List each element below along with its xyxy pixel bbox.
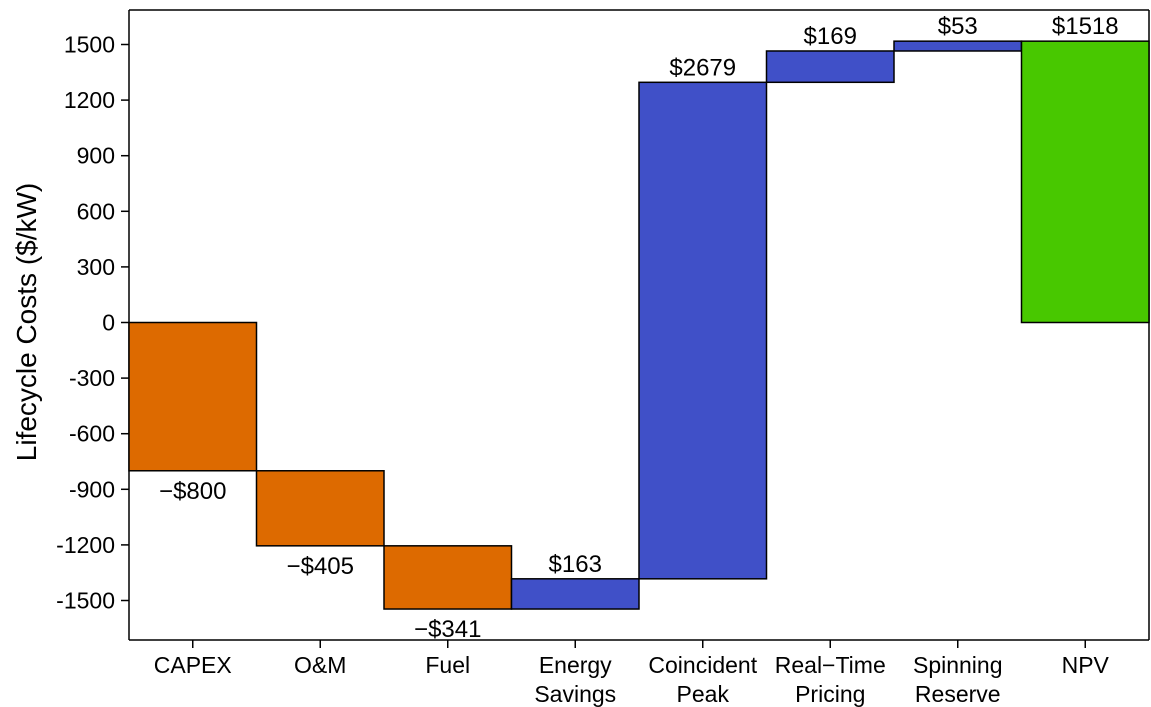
y-tick-label: -600 [69, 421, 115, 447]
bar-4 [638, 81, 768, 580]
y-tick-label: -1500 [56, 588, 115, 614]
y-tick-label: -300 [69, 365, 115, 391]
data-label: −$341 [414, 616, 481, 643]
bar-5 [765, 50, 895, 84]
y-tick-label: 1500 [64, 32, 115, 58]
y-tick-label: 1200 [64, 87, 115, 113]
y-tick-label: 600 [77, 198, 115, 224]
x-category-label: Fuel [425, 652, 470, 678]
data-labels-group: −$800 −$405 −$341 $163 $2679 $169 $53 $1518 [159, 13, 1119, 643]
y-axis-title: Lifecycle Costs ($/kW) [11, 183, 42, 462]
x-category-label: Real−Time [775, 652, 886, 678]
data-label: $53 [938, 13, 978, 40]
y-tick-label: 0 [102, 310, 115, 336]
data-label: $169 [804, 23, 857, 50]
data-label: $1518 [1052, 13, 1119, 40]
x-category-label: Peak [677, 681, 730, 707]
y-tick-label: 300 [77, 254, 115, 280]
y-tick-label: -900 [69, 476, 115, 502]
bar-2 [383, 545, 513, 610]
x-category-label: Pricing [795, 681, 865, 707]
bar-6 [893, 40, 1023, 52]
x-categories-group: CAPEX O&M Fuel Energy Savings Coincident Peak R… [154, 640, 1110, 707]
x-category-label: Spinning [913, 652, 1003, 678]
data-label: $163 [549, 551, 602, 578]
x-category-label: Coincident [648, 652, 757, 678]
x-category-label: Reserve [915, 681, 1001, 707]
bar-1 [255, 470, 385, 547]
bar-0 [128, 321, 258, 472]
y-ticks-group: 1500 1200 900 600 300 0 -300 -600 -900 -1200 -1500 [56, 32, 129, 614]
y-tick-label: -1200 [56, 532, 115, 558]
x-category-label: Savings [534, 681, 616, 707]
x-category-label: NPV [1062, 652, 1110, 678]
bar-3 [510, 578, 640, 610]
bars-group [128, 40, 1150, 610]
data-label: −$800 [159, 478, 226, 505]
data-label: $2679 [669, 54, 736, 81]
x-category-label: Energy [539, 652, 612, 678]
y-tick-label: 900 [77, 143, 115, 169]
x-category-label: O&M [294, 652, 346, 678]
x-category-label: CAPEX [154, 652, 232, 678]
data-label: −$405 [287, 553, 354, 580]
bar-7 [1020, 40, 1150, 324]
